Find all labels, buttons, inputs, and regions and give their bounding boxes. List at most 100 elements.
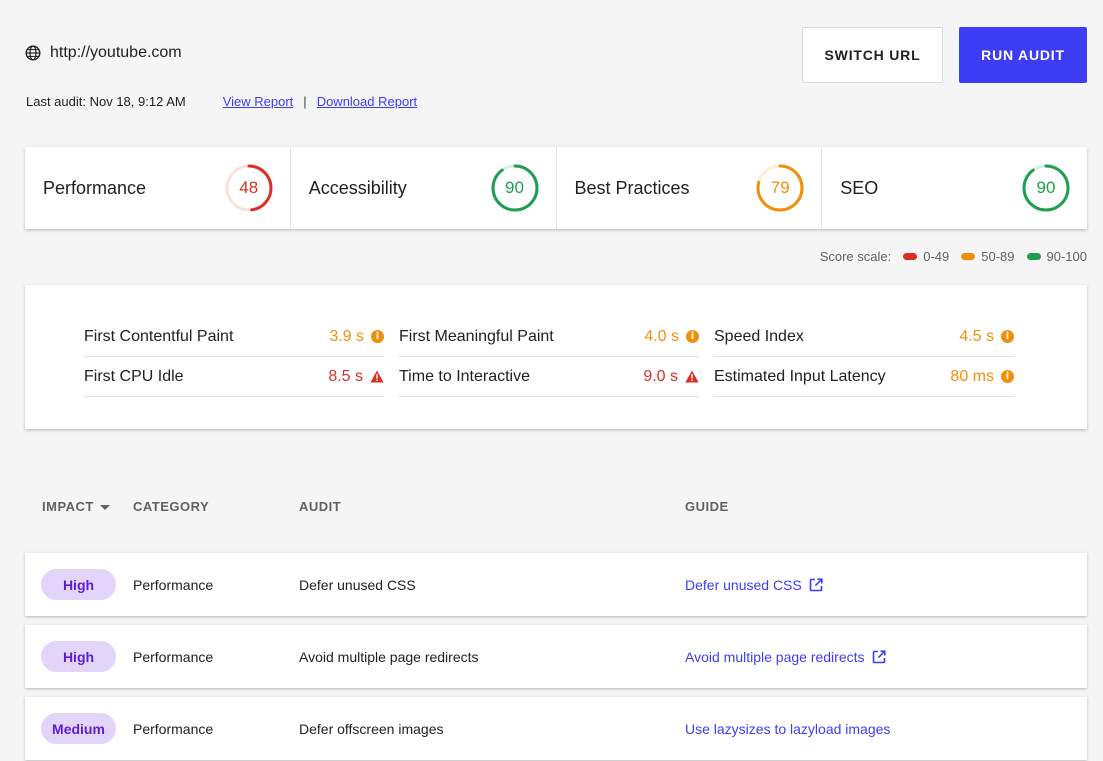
impact-column-header[interactable]: IMPACT: [42, 499, 110, 514]
info-icon: i: [1001, 330, 1014, 343]
category-cell: Performance: [133, 720, 214, 737]
metric-value-group: 80 ms i: [950, 368, 1014, 386]
score-label: Best Practices: [574, 177, 690, 198]
metric-value-group: 3.9 s i: [329, 328, 384, 346]
metric-item: Time to Interactive 9.0 s: [399, 357, 699, 397]
score-summary-card: Performance 48 Accessibility 90 Best Practic…: [25, 147, 1087, 229]
scale-range-mid: 50-89: [981, 249, 1015, 264]
switch-url-button[interactable]: SWITCH URL: [802, 27, 943, 83]
score-gauge: 48: [224, 163, 274, 213]
audit-column-header: AUDIT: [299, 499, 342, 514]
metric-value-group: 9.0 s: [643, 368, 699, 386]
score-gauge: 90: [490, 163, 540, 213]
gauge-arc: [491, 164, 538, 212]
guide-cell: Defer unused CSS: [685, 553, 823, 616]
metric-label: Speed Index: [714, 327, 804, 345]
score-value: 90: [1036, 178, 1056, 197]
globe-icon: [25, 45, 41, 61]
score-gauge: 90: [1021, 163, 1071, 213]
metric-value-group: 4.5 s i: [959, 328, 1014, 346]
guide-cell: Use lazysizes to lazyload images: [685, 697, 890, 760]
info-icon: i: [371, 330, 384, 343]
caret-down-icon: [99, 505, 110, 511]
metric-label: Estimated Input Latency: [714, 367, 886, 385]
score-label: Accessibility: [308, 177, 407, 198]
audit-info: Last audit: Nov 18, 9:12 AM View Report …: [26, 94, 417, 109]
metric-label: First Meaningful Paint: [399, 327, 554, 345]
metric-value: 80 ms: [950, 367, 994, 385]
impact-cell: High: [41, 553, 116, 616]
gauge-arc: [1022, 164, 1070, 212]
metric-label: First CPU Idle: [84, 367, 184, 385]
score-gauge: 79: [755, 163, 805, 213]
score-value: 90: [505, 178, 524, 197]
audit-cell: Defer offscreen images: [299, 720, 444, 737]
impact-cell: Medium: [41, 697, 116, 760]
guide-link-label: Use lazysizes to lazyload images: [685, 720, 891, 737]
score-cell[interactable]: SEO 90: [822, 147, 1087, 229]
impact-badge: Medium: [41, 713, 116, 744]
score-cell[interactable]: Accessibility 90: [291, 147, 557, 229]
metric-value-group: 4.0 s i: [644, 328, 699, 346]
score-cell[interactable]: Best Practices 79: [557, 147, 823, 229]
metric-label: Time to Interactive: [399, 367, 531, 385]
impact-badge: High: [41, 569, 116, 600]
score-value: 79: [770, 178, 790, 197]
score-value: 48: [239, 178, 259, 197]
scale-range-low: 0-49: [923, 249, 950, 264]
metric-value: 4.5 s: [959, 327, 994, 345]
gauge-arc: [225, 164, 273, 212]
external-link-icon: [872, 649, 886, 664]
guide-link[interactable]: Defer unused CSS: [685, 577, 823, 593]
metric-value: 4.0 s: [644, 327, 679, 345]
metric-value: 8.5 s: [328, 367, 363, 385]
gauge-arc: [756, 164, 804, 212]
run-audit-button[interactable]: RUN AUDIT: [959, 27, 1087, 83]
audit-cell: Defer unused CSS: [299, 576, 416, 593]
guide-column-header: GUIDE: [685, 499, 729, 514]
metric-item: Speed Index 4.5 s i: [714, 317, 1014, 357]
scale-pill-green: [1026, 253, 1041, 260]
category-column-header: CATEGORY: [133, 499, 210, 514]
scale-pill-red: [903, 253, 918, 260]
score-cell[interactable]: Performance 48: [25, 147, 291, 229]
metric-item: First Contentful Paint 3.9 s i: [84, 317, 384, 357]
scale-range-high: 90-100: [1046, 249, 1087, 264]
guide-link[interactable]: Avoid multiple page redirects: [685, 649, 886, 665]
score-scale: Score scale: 0-49 50-89 90-100: [820, 249, 1087, 264]
external-link-icon: [809, 577, 823, 592]
info-icon: i: [1001, 370, 1014, 383]
category-cell: Performance: [133, 576, 214, 593]
metrics-card: First Contentful Paint 3.9 s i First Meanin…: [25, 285, 1087, 429]
metric-item: First CPU Idle 8.5 s: [84, 357, 384, 397]
category-cell: Performance: [133, 648, 214, 665]
impact-header-label: IMPACT: [42, 499, 94, 514]
last-audit-text: Last audit: Nov 18, 9:12 AM: [26, 94, 186, 109]
warning-icon: [370, 370, 384, 383]
guide-link-label: Avoid multiple page redirects: [685, 648, 865, 665]
metric-value: 3.9 s: [329, 327, 364, 345]
info-icon: i: [686, 330, 699, 343]
guide-link[interactable]: Use lazysizes to lazyload images: [685, 721, 890, 737]
view-report-link[interactable]: View Report: [222, 94, 294, 109]
scale-pill-orange: [961, 253, 976, 260]
metric-value-group: 8.5 s: [328, 368, 384, 386]
link-separator: |: [303, 94, 307, 109]
download-report-link[interactable]: Download Report: [316, 94, 418, 109]
impact-cell: High: [41, 625, 116, 688]
audit-table-header: IMPACT CATEGORY AUDIT GUIDE: [0, 499, 1103, 515]
table-row: High Performance Avoid multiple page redir…: [25, 625, 1087, 688]
impact-badge: High: [41, 641, 116, 672]
url-display: http://youtube.com: [25, 44, 182, 62]
score-label: Performance: [43, 177, 147, 198]
score-scale-label: Score scale:: [819, 249, 892, 264]
metric-item: First Meaningful Paint 4.0 s i: [399, 317, 699, 357]
score-label: SEO: [840, 177, 879, 198]
metric-item: Estimated Input Latency 80 ms i: [714, 357, 1014, 397]
audit-cell: Avoid multiple page redirects: [299, 648, 479, 665]
metric-value: 9.0 s: [643, 367, 678, 385]
metric-label: First Contentful Paint: [84, 327, 234, 345]
table-row: Medium Performance Defer offscreen images U…: [25, 697, 1087, 760]
url-text: http://youtube.com: [50, 44, 182, 61]
guide-link-label: Defer unused CSS: [685, 576, 802, 593]
